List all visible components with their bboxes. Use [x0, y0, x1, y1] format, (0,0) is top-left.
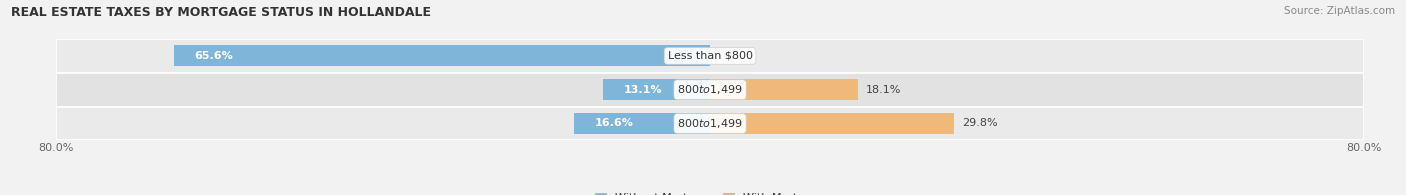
Legend: Without Mortgage, With Mortgage: Without Mortgage, With Mortgage — [591, 189, 830, 195]
Text: Source: ZipAtlas.com: Source: ZipAtlas.com — [1284, 6, 1395, 16]
Bar — [56, 73, 1364, 107]
Bar — [603, 79, 710, 100]
Bar — [575, 113, 710, 134]
Text: 0.0%: 0.0% — [718, 51, 747, 61]
Text: 29.8%: 29.8% — [962, 119, 997, 129]
Text: 16.6%: 16.6% — [595, 119, 634, 129]
Text: 65.6%: 65.6% — [194, 51, 233, 61]
Bar — [174, 45, 710, 66]
Text: 18.1%: 18.1% — [866, 85, 901, 95]
Bar — [56, 39, 1364, 73]
Text: 13.1%: 13.1% — [623, 85, 662, 95]
Bar — [710, 79, 858, 100]
Bar — [56, 107, 1364, 140]
Text: $800 to $1,499: $800 to $1,499 — [678, 117, 742, 130]
Text: REAL ESTATE TAXES BY MORTGAGE STATUS IN HOLLANDALE: REAL ESTATE TAXES BY MORTGAGE STATUS IN … — [11, 6, 432, 19]
Text: $800 to $1,499: $800 to $1,499 — [678, 83, 742, 96]
Bar — [710, 113, 953, 134]
Text: Less than $800: Less than $800 — [668, 51, 752, 61]
